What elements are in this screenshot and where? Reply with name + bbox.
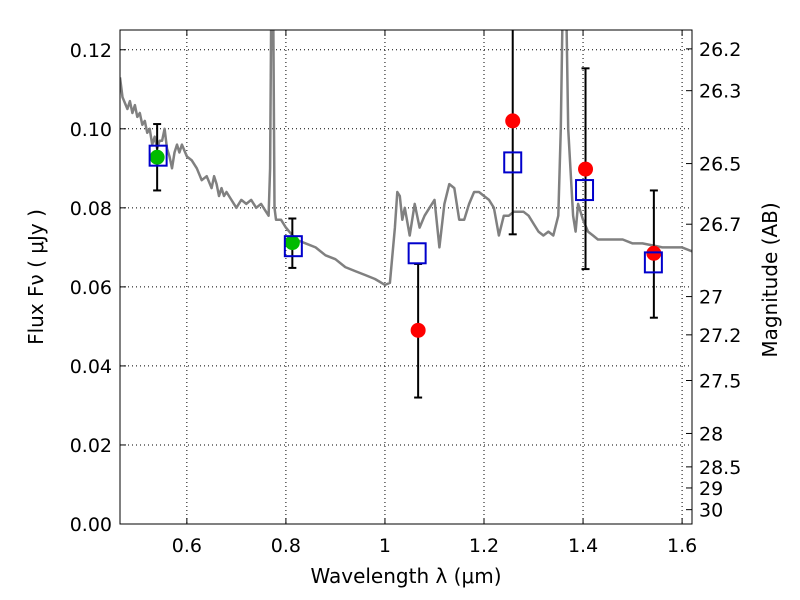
magnitude-tick-label: 27.2 [699,325,741,347]
magnitude-axis-label: Magnitude (AB) [758,202,782,357]
model-spectrum [120,30,692,287]
y-tick-label: 0.06 [70,277,112,299]
x-tick-label: 0.6 [172,535,202,557]
x-tick-label: 1.6 [667,535,697,557]
x-tick-label: 1.4 [568,535,598,557]
grid [120,30,692,524]
observed-point [149,149,165,165]
y-tick-label: 0.04 [70,356,112,378]
magnitude-tick-label: 26.3 [699,81,741,103]
model-square-marker [643,251,663,274]
error-bars [153,30,658,399]
model-square-marker [503,151,523,174]
axis-ticks: 0.6 0.8 1 1.2 1.4 1.6 0.00 0.02 0.04 0.06 0.08 0.10… [70,30,741,557]
observed-point [578,161,594,177]
model-square-marker [283,235,303,258]
magnitude-tick-label: 29 [699,478,723,500]
y-tick-label: 0.02 [70,435,112,457]
x-tick-label: 0.8 [271,535,301,557]
observed-point [410,322,426,338]
model-square-marker [407,242,427,265]
observed-point [505,113,521,129]
y-tick-label: 0.00 [70,514,112,536]
magnitude-tick-label: 27 [699,287,723,309]
data-markers [148,113,663,338]
observed-point [284,235,300,251]
y-tick-label: 0.08 [70,198,112,220]
magnitude-tick-label: 27.5 [699,371,741,393]
magnitude-tick-label: 28.5 [699,457,741,479]
x-tick-label: 1.2 [469,535,499,557]
x-tick-label: 1 [379,535,391,557]
y-axis-label: Flux Fν ( μJy ) [24,209,48,345]
magnitude-tick-label: 28 [699,423,723,445]
magnitude-tick-label: 26.2 [699,39,741,61]
x-axis-label: Wavelength λ (μm) [310,564,501,588]
y-tick-label: 0.10 [70,119,112,141]
magnitude-tick-label: 26.7 [699,214,741,236]
y-tick-label: 0.12 [70,40,112,62]
spectrum-line [120,30,692,287]
plot-frame [119,29,693,525]
magnitude-tick-label: 26.5 [699,154,741,176]
magnitude-tick-label: 30 [699,500,723,522]
model-square-marker [575,179,595,202]
model-square-marker [148,144,168,167]
